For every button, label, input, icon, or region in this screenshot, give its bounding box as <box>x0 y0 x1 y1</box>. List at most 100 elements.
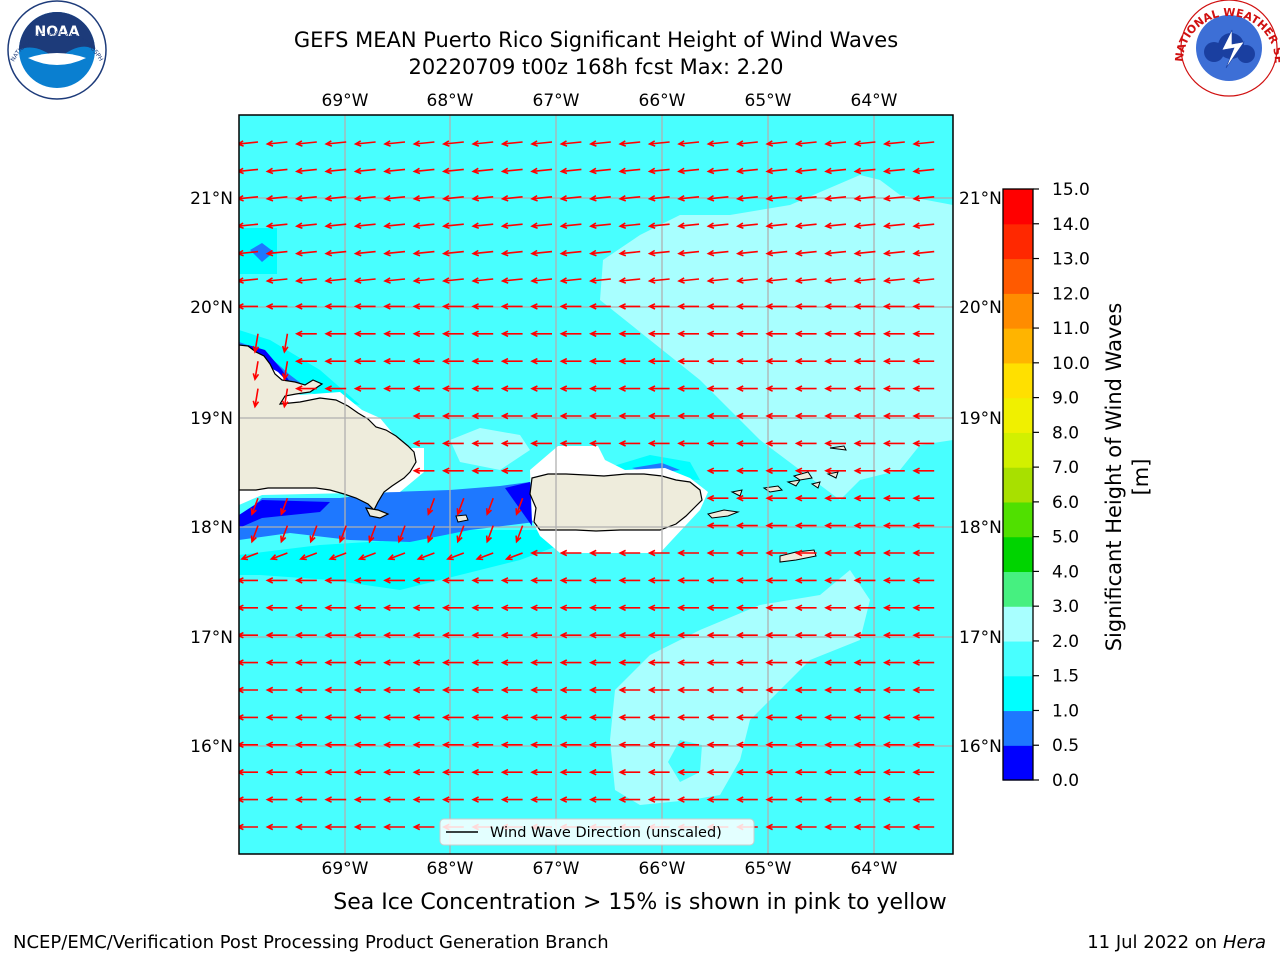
wave-direction-arrow <box>853 714 876 721</box>
wave-direction-arrow <box>647 686 670 694</box>
wave-direction-arrow <box>294 385 317 392</box>
wave-direction-arrow <box>500 604 523 612</box>
wave-direction-arrow <box>853 385 876 392</box>
wave-direction-arrow <box>912 140 935 147</box>
wave-direction-arrow <box>471 768 494 776</box>
wave-direction-arrow <box>794 604 817 612</box>
wave-direction-arrow <box>912 249 935 257</box>
wave-direction-arrow <box>353 357 376 365</box>
lon-label-bottom: 68°W <box>427 859 474 879</box>
wave-direction-arrow <box>912 330 935 338</box>
wave-direction-arrow <box>456 525 465 544</box>
wave-direction-arrow <box>765 631 788 639</box>
wave-direction-arrow <box>824 277 847 284</box>
colorbar-tick-label: 10.0 <box>1052 354 1090 374</box>
wave-direction-arrow <box>647 167 670 175</box>
wave-direction-arrow <box>853 140 876 147</box>
wave-direction-arrow <box>441 577 464 584</box>
wave-direction-arrow <box>500 249 523 257</box>
wave-direction-arrow <box>441 412 464 420</box>
wave-direction-arrow <box>824 823 846 831</box>
wave-direction-arrow <box>269 552 288 561</box>
wave-direction-arrow <box>324 659 347 666</box>
wave-direction-arrow <box>559 167 582 175</box>
wave-direction-arrow <box>618 686 641 694</box>
wave-direction-arrow <box>383 167 406 175</box>
wave-direction-arrow <box>500 277 523 284</box>
wave-direction-arrow <box>765 604 788 612</box>
wave-direction-arrow <box>765 412 788 420</box>
lat-label-left: 21°N <box>190 189 233 209</box>
wave-direction-arrow <box>618 222 641 230</box>
wave-direction-arrow <box>765 741 788 749</box>
wave-direction-arrow <box>794 140 817 147</box>
wave-direction-arrow <box>853 768 876 776</box>
wave-direction-arrow <box>853 494 876 502</box>
wave-direction-arrow <box>735 714 758 721</box>
wave-direction-arrow <box>706 440 729 447</box>
wave-direction-arrow <box>706 140 729 147</box>
wave-direction-arrow <box>765 195 788 202</box>
wave-direction-arrow <box>471 140 494 147</box>
lat-label-left: 20°N <box>190 298 233 318</box>
wave-direction-arrow <box>588 277 611 284</box>
wave-direction-arrow <box>383 741 405 749</box>
wave-direction-arrow <box>324 222 347 230</box>
wave-direction-arrow <box>706 604 729 612</box>
wave-direction-arrow <box>412 796 435 803</box>
wave-direction-arrow <box>588 631 611 639</box>
wave-direction-arrow <box>471 303 494 310</box>
wave-direction-arrow <box>294 277 317 284</box>
wave-direction-arrow <box>383 768 405 776</box>
footer-date: 11 Jul 2022 on Hera <box>1087 932 1266 953</box>
wave-direction-arrow <box>441 741 464 749</box>
wave-direction-arrow <box>471 167 494 175</box>
wave-direction-arrow <box>412 277 435 284</box>
colorbar-segment <box>1003 397 1033 433</box>
wave-direction-arrow <box>765 522 788 529</box>
wave-direction-arrow <box>471 577 494 584</box>
wave-direction-arrow <box>912 385 935 392</box>
lon-label-top: 69°W <box>322 91 369 111</box>
wave-direction-arrow <box>588 195 611 202</box>
wave-direction-arrow <box>412 249 435 257</box>
wave-direction-arrow <box>794 412 817 420</box>
wave-direction-arrow <box>912 522 935 529</box>
lon-label-top: 65°W <box>745 91 792 111</box>
wave-direction-arrow <box>647 549 670 557</box>
wave-direction-arrow <box>735 631 758 639</box>
wave-direction-arrow <box>853 440 876 447</box>
wave-direction-arrow <box>647 714 670 721</box>
land-vieques <box>707 509 740 519</box>
wave-direction-arrow <box>353 330 376 338</box>
wave-direction-arrow <box>383 249 406 257</box>
wave-direction-arrow <box>824 249 847 257</box>
wave-direction-arrow <box>471 659 494 666</box>
wave-direction-arrow <box>280 497 289 516</box>
wave-direction-arrow <box>647 357 670 365</box>
wave-direction-arrow <box>530 549 552 557</box>
lat-label-left: 18°N <box>190 518 233 538</box>
wave-direction-arrow <box>265 577 288 584</box>
wave-direction-arrow <box>250 497 259 516</box>
colorbar-tick-label: 14.0 <box>1052 215 1090 235</box>
wave-direction-arrow <box>471 714 494 721</box>
wave-direction-arrow <box>383 604 405 612</box>
colorbar-segment <box>1003 432 1033 468</box>
wave-height-zone-0-0.5-mona <box>505 482 532 526</box>
wave-direction-arrow <box>441 357 464 365</box>
wave-direction-arrow <box>706 195 729 202</box>
wave-direction-arrow <box>882 140 905 147</box>
wave-direction-arrow <box>882 714 905 721</box>
wave-direction-arrow <box>853 631 876 639</box>
lon-label-bottom: 64°W <box>851 859 898 879</box>
wave-direction-arrow <box>324 686 347 694</box>
wave-direction-arrow <box>647 412 670 420</box>
wave-direction-arrow <box>912 222 935 230</box>
wave-direction-arrow <box>485 497 494 516</box>
wave-direction-arrow <box>338 525 347 544</box>
wave-direction-arrow <box>324 577 347 584</box>
nws-ring-text: NATIONAL WEATHER SERVICE <box>0 0 1280 64</box>
wave-direction-arrow <box>912 303 935 310</box>
